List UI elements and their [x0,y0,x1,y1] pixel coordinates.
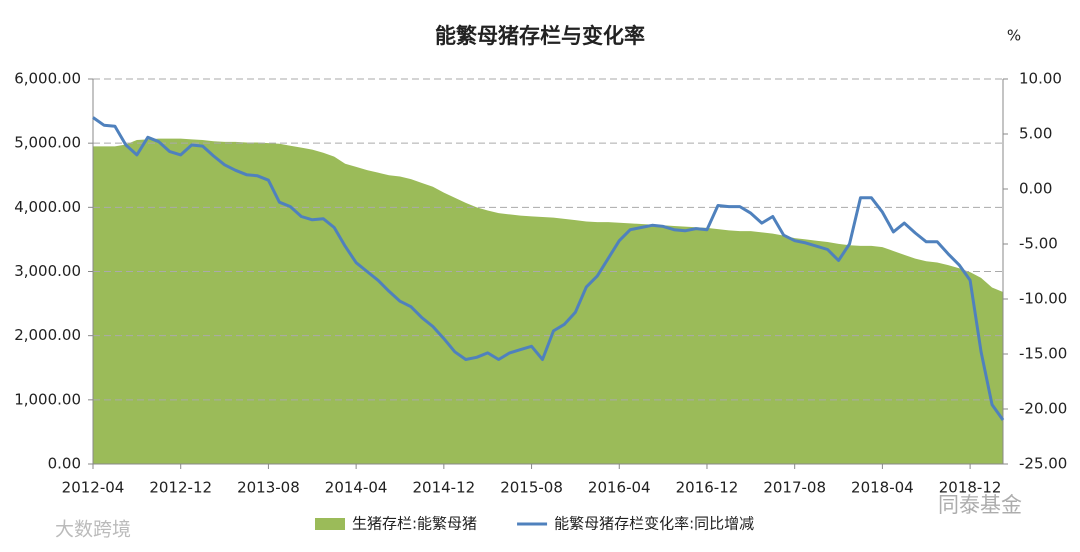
x-tick-label: 2012-04 [62,479,125,497]
y2-tick-label: -25.00 [1019,455,1067,473]
watermark: 同泰基金 [938,493,1022,517]
y-tick-label: 4,000.00 [14,198,81,216]
legend-label: 生猪存栏:能繁母猪 [352,515,477,533]
x-tick-label: 2013-08 [237,479,300,497]
y-tick-label: 6,000.00 [14,70,81,88]
y2-tick-label: 5.00 [1019,125,1052,143]
x-tick-label: 2016-04 [588,479,651,497]
y2-tick-label: -20.00 [1019,400,1067,418]
legend-swatch [315,518,345,530]
x-tick-label: 2014-12 [412,479,475,497]
x-tick-label: 2017-08 [763,479,826,497]
y-tick-label: 5,000.00 [14,134,81,152]
watermark: 大数跨境 [55,519,131,541]
y-tick-label: 3,000.00 [14,262,81,280]
x-tick-label: 2014-04 [325,479,388,497]
y2-tick-label: -10.00 [1019,290,1067,308]
x-tick-label: 2018-12 [939,479,1002,497]
chart-title: 能繁母猪存栏与变化率 [435,24,645,48]
y2-tick-label: 10.00 [1019,70,1062,88]
x-tick-label: 2015-08 [500,479,563,497]
y-tick-label: 2,000.00 [14,326,81,344]
x-tick-label: 2018-04 [851,479,914,497]
x-tick-label: 2012-12 [149,479,212,497]
x-tick-label: 2016-12 [676,479,739,497]
y2-tick-label: 0.00 [1019,180,1052,198]
y2-tick-label: -15.00 [1019,345,1067,363]
y-tick-label: 1,000.00 [14,390,81,408]
y-tick-label: 0.00 [48,455,81,473]
area [93,138,1003,465]
legend-label: 能繁母猪存栏变化率:同比增减 [554,515,754,533]
y2-unit: % [1007,27,1021,45]
line [92,116,1005,421]
y2-tick-label: -5.00 [1019,235,1058,253]
